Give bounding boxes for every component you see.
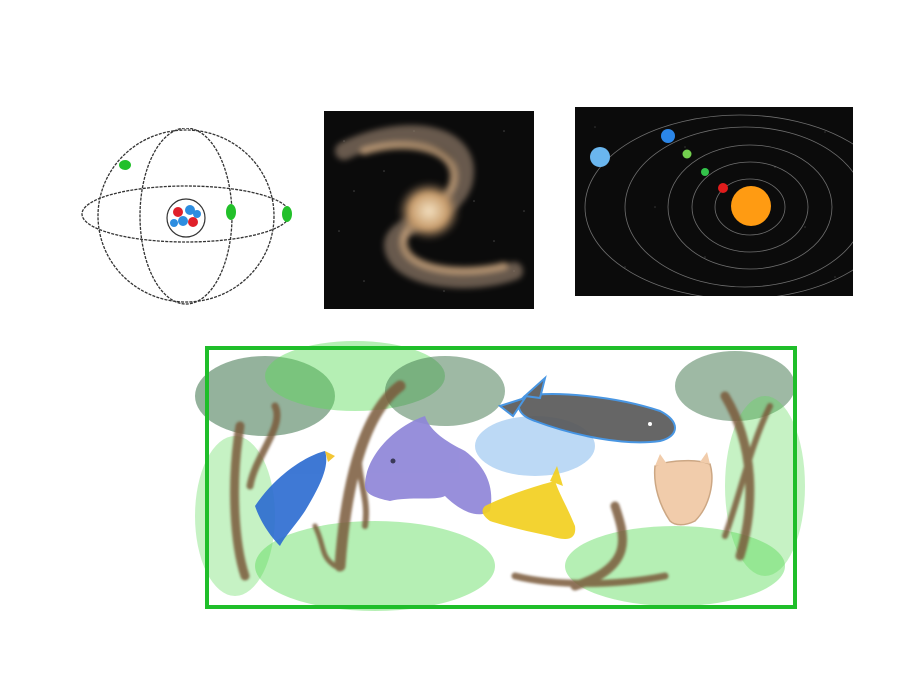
purple-dragon (365, 416, 492, 515)
blue-bird (255, 451, 335, 546)
solar-system-drawing (575, 107, 853, 296)
yellow-fox (482, 466, 576, 539)
galaxy-drawing (324, 111, 534, 309)
atom-drawing (78, 128, 298, 318)
whale (497, 375, 676, 444)
cat (653, 452, 713, 526)
forest-animals-icon (195, 341, 805, 611)
spiral-galaxy-icon (324, 111, 534, 309)
forest-animals-drawing (195, 336, 807, 636)
solar-system-icon (575, 107, 853, 296)
atom-icon (81, 128, 292, 305)
